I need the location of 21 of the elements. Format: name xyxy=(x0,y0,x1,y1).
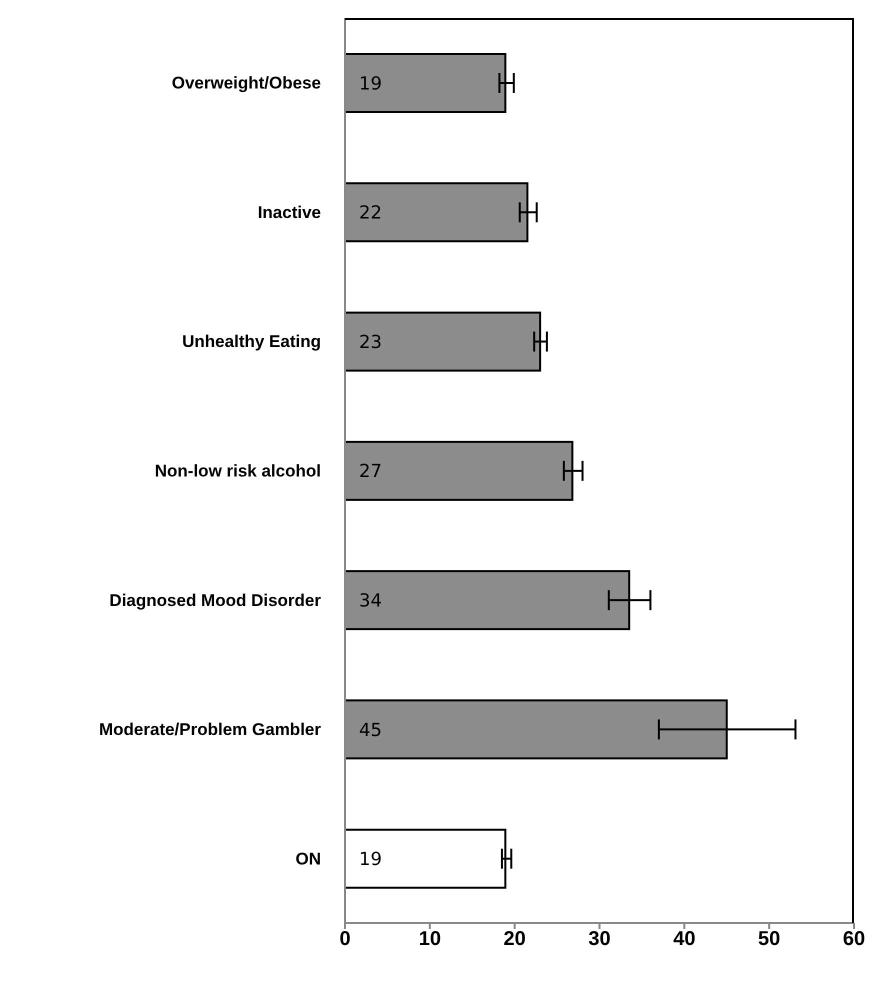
x-tick-label: 30 xyxy=(588,928,611,950)
x-tick-label: 50 xyxy=(758,928,780,950)
data-label: 22 xyxy=(359,202,382,224)
x-tick-label: 10 xyxy=(418,928,441,950)
y-tick-label: Overweight/Obese xyxy=(172,74,321,93)
x-tick-label: 40 xyxy=(673,928,696,950)
y-tick-label: ON xyxy=(296,849,321,868)
y-tick-label: Moderate/Problem Gambler xyxy=(98,720,322,740)
y-tick-label: Inactive xyxy=(258,202,321,222)
y-tick-label: Diagnosed Mood Disorder xyxy=(109,590,322,610)
data-label: 19 xyxy=(359,849,382,870)
data-label: 27 xyxy=(359,461,382,482)
data-label: 23 xyxy=(359,332,382,353)
data-label: 34 xyxy=(359,590,382,612)
data-label: 19 xyxy=(359,73,382,94)
y-tick-label: Non-low risk alcohol xyxy=(154,462,321,481)
x-tick-label: 20 xyxy=(504,928,526,950)
x-tick-label: 0 xyxy=(339,928,351,950)
x-tick-label: 60 xyxy=(842,928,866,950)
data-label: 45 xyxy=(359,720,382,741)
y-tick-label: Unhealthy Eating xyxy=(182,332,321,352)
